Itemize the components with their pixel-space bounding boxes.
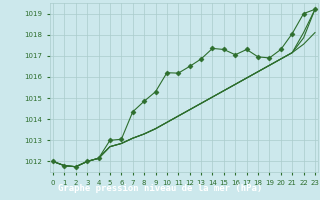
Text: Graphe pression niveau de la mer (hPa): Graphe pression niveau de la mer (hPa) [58, 184, 262, 193]
